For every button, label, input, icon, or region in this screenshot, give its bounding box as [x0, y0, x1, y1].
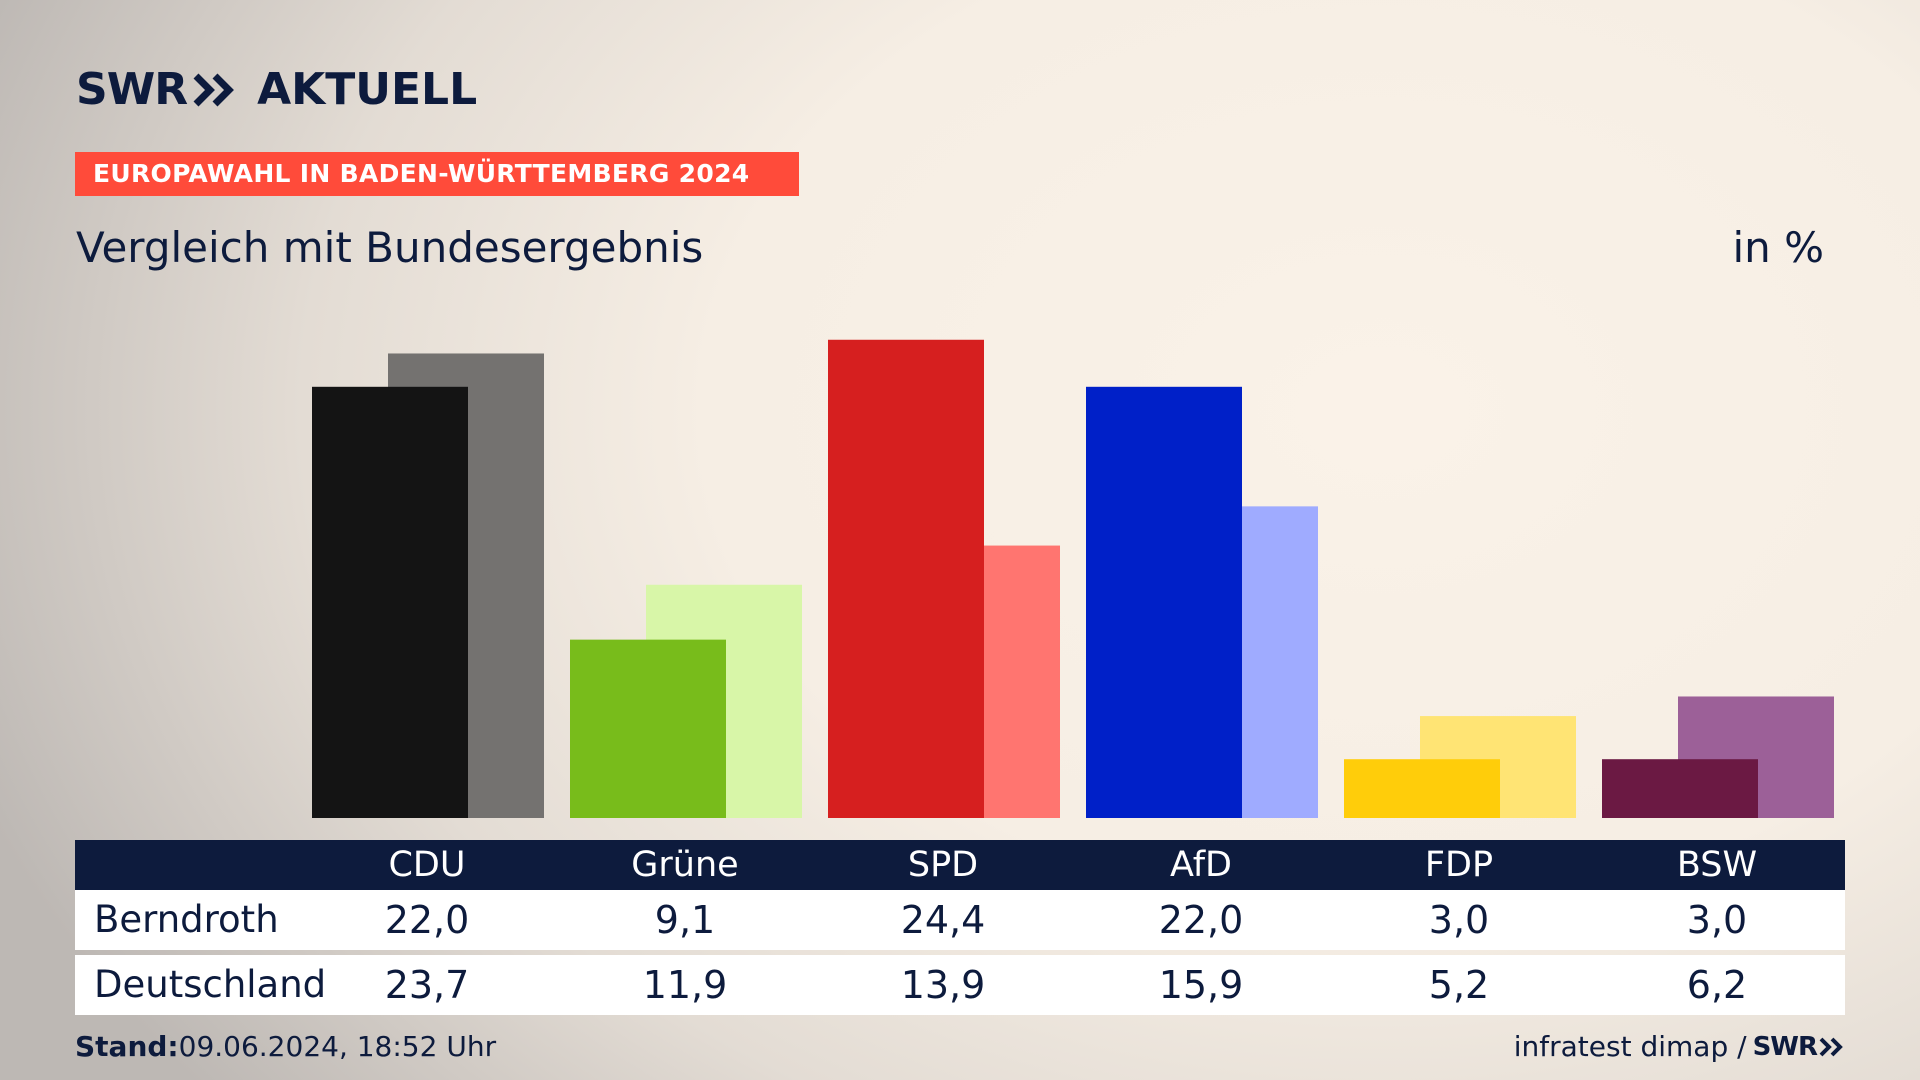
column-header-spd: SPD [907, 845, 979, 885]
table-cell-cdu: 23,7 [384, 963, 470, 1007]
row-label: Deutschland [94, 963, 327, 1006]
column-header-cdu: CDU [388, 845, 466, 885]
column-header-bsw: BSW [1676, 845, 1758, 885]
swr-aktuell-logo: SWR AKTUELL [76, 66, 477, 114]
double-chevron-right-icon [1819, 1037, 1843, 1057]
chart-subtitle: Vergleich mit Bundesergebnis [76, 223, 704, 272]
stand-label: Stand: [75, 1030, 179, 1063]
timestamp: Stand:09.06.2024, 18:52 Uhr [75, 1030, 496, 1064]
table-row-berndroth: Berndroth 22,0 9,1 24,4 22,0 3,0 3,0 [75, 890, 1845, 950]
column-header-fdp: FDP [1424, 845, 1494, 885]
source-text: infratest dimap / [1513, 1030, 1747, 1063]
table-cell-spd: 24,4 [900, 898, 986, 942]
column-header-afd: AfD [1170, 845, 1232, 885]
bar-berndroth-cdu [312, 386, 468, 818]
logo-aktuell-text: AKTUELL [257, 64, 478, 115]
table-cell-cdu: 22,0 [384, 898, 470, 942]
double-chevron-right-icon [193, 73, 235, 107]
table-cell-bsw: 6,2 [1686, 963, 1748, 1007]
table-cell-afd: 22,0 [1158, 898, 1244, 942]
bar-berndroth-fdp [1344, 759, 1500, 818]
unit-label: in % [1732, 223, 1824, 272]
bar-berndroth-spd [828, 339, 984, 818]
table-cell-grüne: 9,1 [654, 898, 716, 942]
logo-swr-text: SWR [76, 64, 188, 115]
bar-berndroth-afd [1086, 386, 1242, 818]
table-cell-fdp: 5,2 [1428, 963, 1490, 1007]
table-cell-spd: 13,9 [900, 963, 986, 1007]
results-table: CDU Grüne SPD AfD FDP BSW Berndroth 22,0 9,1 24… [75, 840, 1845, 1015]
bar-chart [312, 339, 1834, 818]
row-label: Berndroth [94, 898, 279, 941]
source-credit: infratest dimap / SWR [1514, 1030, 1845, 1064]
swr-mini-logo: SWR [1752, 1032, 1818, 1062]
table-cell-bsw: 3,0 [1686, 898, 1748, 942]
table-cell-grüne: 11,9 [642, 963, 728, 1007]
stand-value: 09.06.2024, 18:52 Uhr [178, 1030, 497, 1063]
table-cell-afd: 15,9 [1158, 963, 1244, 1007]
bar-berndroth-grüne [570, 639, 726, 818]
column-header-grüne: Grüne [631, 845, 739, 885]
election-banner: EUROPAWAHL IN BADEN-WÜRTTEMBERG 2024 [75, 152, 799, 196]
table-row-deutschland: Deutschland 23,7 11,9 13,9 15,9 5,2 6,2 [75, 955, 1845, 1015]
table-header: CDU Grüne SPD AfD FDP BSW [75, 840, 1845, 890]
table-cell-fdp: 3,0 [1428, 898, 1490, 942]
bar-berndroth-bsw [1602, 759, 1758, 818]
